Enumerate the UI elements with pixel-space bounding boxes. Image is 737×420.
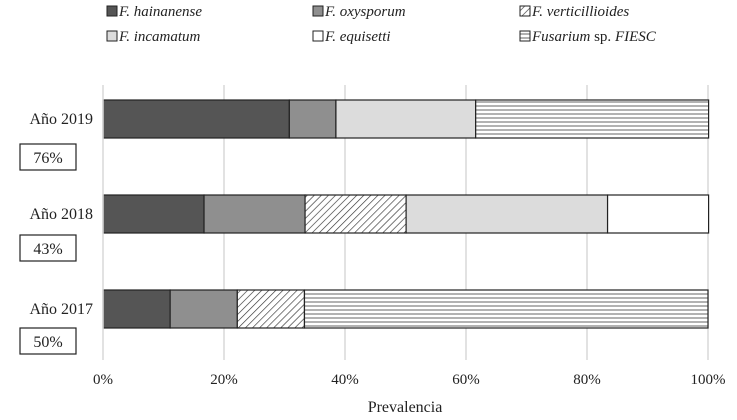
bar-segment-incamatum bbox=[405, 194, 609, 234]
bar-segment-verticillioides bbox=[304, 194, 407, 234]
bar-segment-oxysporum bbox=[203, 194, 306, 234]
x-axis-title: Prevalencia bbox=[368, 399, 443, 416]
category-label: Año 2017 bbox=[29, 301, 93, 318]
legend-label-hainanense: F. hainanense bbox=[118, 4, 202, 20]
legend-swatch-verticillioides bbox=[519, 5, 531, 17]
legend-swatch-fiesc bbox=[519, 30, 531, 42]
percent-badge-label: 76% bbox=[33, 150, 62, 167]
bar-segment-equisetti bbox=[606, 194, 710, 234]
percent-badge-box bbox=[19, 234, 77, 262]
x-tick-label: 40% bbox=[331, 372, 359, 388]
bar-segment-incamatum bbox=[335, 99, 477, 139]
bar-segment-oxysporum bbox=[169, 289, 238, 329]
legend-swatch-incamatum bbox=[106, 30, 118, 42]
bar-segment-hainanense bbox=[102, 194, 205, 234]
bar-segment-oxysporum bbox=[288, 99, 337, 139]
legend-swatch-oxysporum bbox=[312, 5, 324, 17]
legend-swatch-equisetti bbox=[312, 30, 324, 42]
legend-label-verticillioides: F. verticillioides bbox=[531, 4, 629, 20]
bar-segment-hainanense bbox=[102, 99, 290, 139]
x-axis: 0% 20% 40% 60% 80% 100% bbox=[93, 85, 726, 388]
legend-label-equisetti: F. equisetti bbox=[324, 29, 391, 45]
bars bbox=[102, 99, 710, 329]
x-tick-label: 100% bbox=[691, 372, 726, 388]
percent-badge-label: 50% bbox=[33, 334, 62, 351]
category-label: Año 2018 bbox=[29, 206, 93, 223]
category-labels: Año 2019 76% Año 2018 43% Año 2017 50% bbox=[19, 111, 93, 355]
category-label: Año 2019 bbox=[29, 111, 93, 128]
bar-segment-fiesc bbox=[475, 99, 710, 139]
legend: F. hainanense F. oxysporum F. verticillioi… bbox=[106, 4, 657, 45]
bar-segment-hainanense bbox=[102, 289, 171, 329]
legend-label-fiesc: Fusarium sp. FIESC bbox=[531, 29, 657, 45]
legend-label-incamatum: F. incamatum bbox=[118, 29, 201, 45]
legend-label-oxysporum: F. oxysporum bbox=[324, 4, 406, 20]
percent-badge-label: 43% bbox=[33, 241, 62, 258]
x-tick-label: 80% bbox=[573, 372, 601, 388]
x-tick-label: 20% bbox=[210, 372, 238, 388]
percent-badge-box bbox=[19, 327, 77, 355]
x-tick-label: 60% bbox=[452, 372, 480, 388]
x-tick-label: 0% bbox=[93, 372, 113, 388]
bar-segment-fiesc bbox=[303, 289, 709, 329]
legend-swatch-hainanense bbox=[106, 5, 118, 17]
percent-badge-box bbox=[19, 143, 77, 171]
bar-segment-verticillioides bbox=[236, 289, 306, 329]
